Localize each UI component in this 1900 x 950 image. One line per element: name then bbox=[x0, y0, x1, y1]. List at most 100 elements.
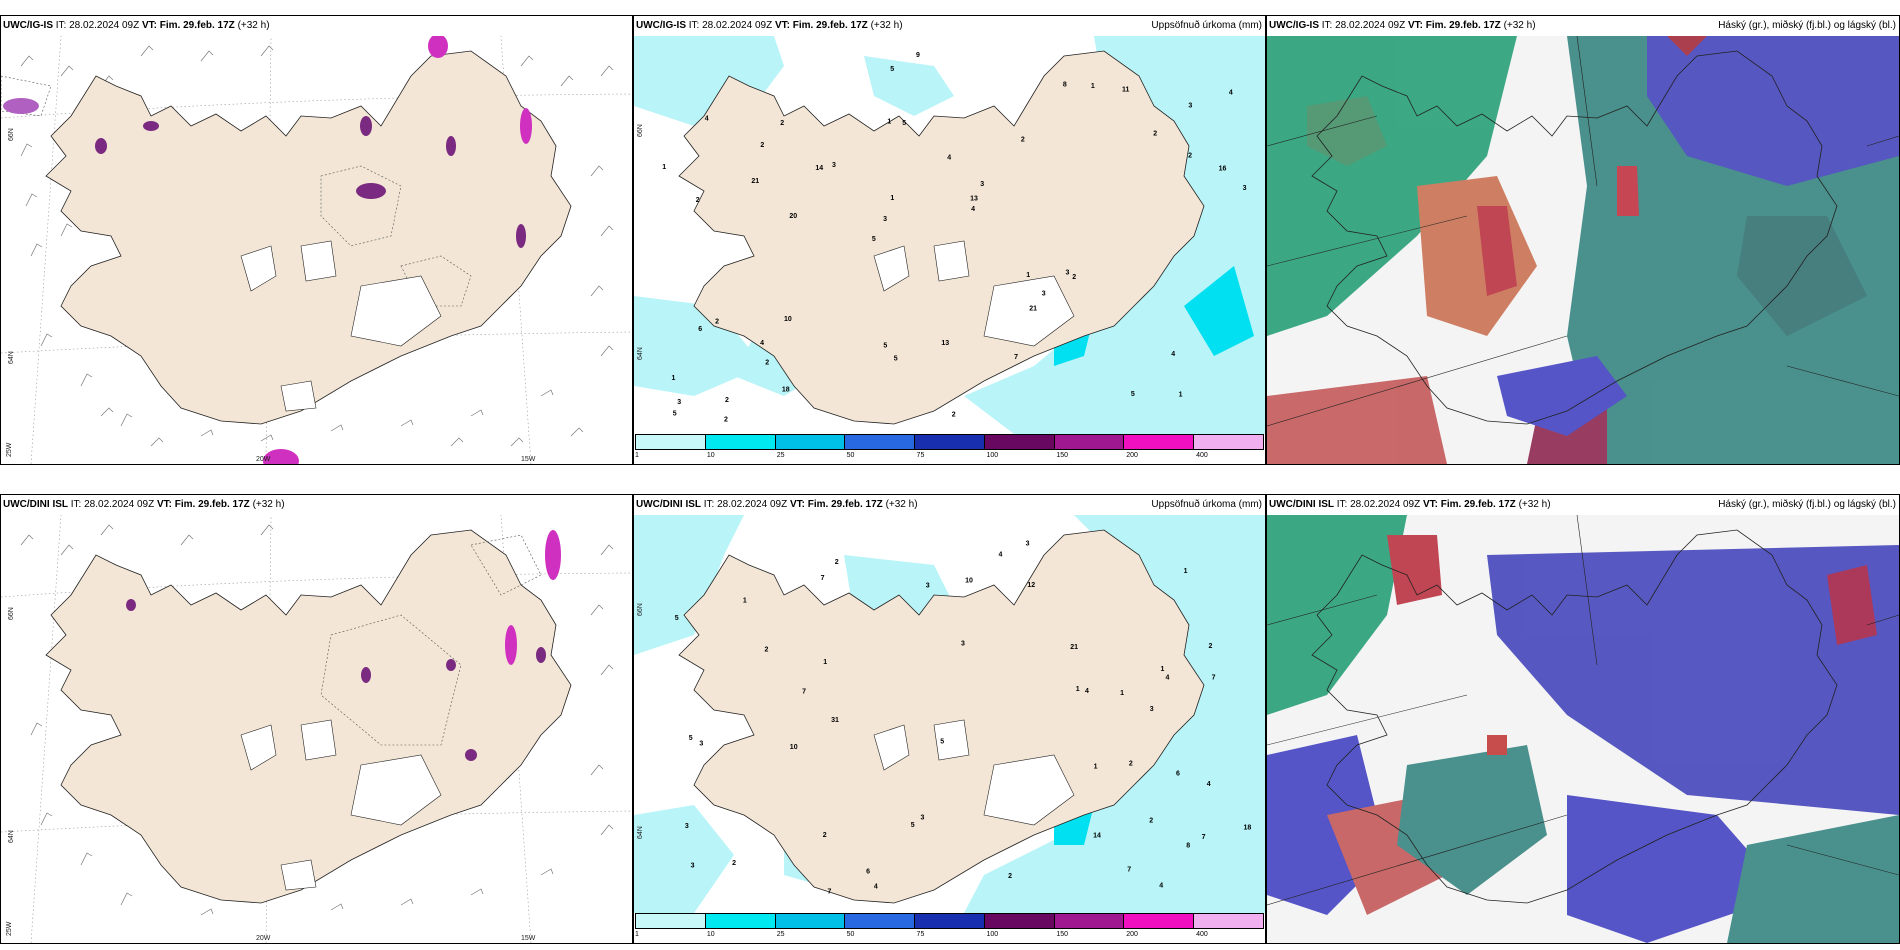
legend-swatch bbox=[1124, 914, 1195, 928]
precip-values: 1235221423125324531235128105432142121181… bbox=[662, 52, 1246, 423]
precip-value: 31 bbox=[831, 717, 839, 724]
precip-value: 10 bbox=[784, 316, 792, 323]
precip-value: 1 bbox=[743, 598, 747, 605]
legend-tick: 400 bbox=[1196, 452, 1208, 459]
cloud-fields bbox=[1267, 36, 1899, 464]
precip-value: 4 bbox=[760, 340, 764, 347]
iceland-outline bbox=[1311, 529, 1838, 904]
precip-map: 66N 64N 22733212127534318734532165412211… bbox=[634, 515, 1265, 913]
precip-value: 2 bbox=[1153, 130, 1157, 137]
precip-value: 1 bbox=[1120, 690, 1124, 697]
precip-value: 5 bbox=[911, 822, 915, 829]
hatch-zones bbox=[320, 534, 542, 746]
panel-title: Háský (gr.), miðský (fj.bl.) og lágský (… bbox=[1718, 499, 1896, 510]
precip-value: 7 bbox=[1212, 674, 1216, 681]
precip-value: 4 bbox=[971, 206, 975, 213]
legend-ticks: 1 10 25 50 75 100 150 200 400 bbox=[635, 452, 1264, 462]
valid-time: Fim. 29.feb. 17Z bbox=[159, 20, 235, 31]
precip-value: 5 bbox=[902, 120, 906, 127]
panel-header: UWC/DINI ISL IT: 28.02.2024 09Z VT: Fim.… bbox=[1267, 495, 1899, 515]
legend-swatch bbox=[845, 435, 916, 449]
precip-value: 5 bbox=[890, 66, 894, 73]
legend-tick: 10 bbox=[706, 452, 715, 459]
precip-value: 2 bbox=[1129, 761, 1133, 768]
precip-value: 9 bbox=[916, 52, 920, 59]
precip-value: 4 bbox=[1207, 781, 1211, 788]
precip-value: 11 bbox=[1122, 86, 1130, 93]
legend-swatch bbox=[636, 914, 706, 928]
precip-map: 66N 64N 12352214231253245312351281054321… bbox=[634, 36, 1265, 434]
valid-time: Fim. 29.feb. 17Z bbox=[1425, 20, 1501, 31]
precip-value: 8 bbox=[1186, 842, 1190, 849]
precip-value: 3 bbox=[921, 815, 925, 822]
panel-header: UWC/IG-IS IT: 28.02.2024 09Z VT: Fim. 29… bbox=[1267, 16, 1899, 36]
precip-value: 7 bbox=[1014, 354, 1018, 361]
precip-value: 3 bbox=[961, 641, 965, 648]
precip-value: 2 bbox=[760, 142, 764, 149]
legend-swatch bbox=[845, 914, 916, 928]
lead-time: (+32 h) bbox=[252, 499, 285, 510]
precip-value: 5 bbox=[940, 738, 944, 745]
legend-swatch bbox=[775, 435, 846, 449]
precip-value: 4 bbox=[1085, 688, 1089, 695]
legend-tick: 10 bbox=[706, 931, 715, 938]
precip-value: 13 bbox=[970, 196, 978, 203]
legend-tick: 200 bbox=[1126, 452, 1138, 459]
precip-value: 5 bbox=[1131, 391, 1135, 398]
lat-label-64: 64N bbox=[8, 351, 15, 364]
legend-tick: 400 bbox=[1196, 931, 1208, 938]
init-time: IT: 28.02.2024 09Z bbox=[1321, 20, 1406, 31]
lon-label-20: 20W bbox=[256, 935, 271, 942]
precip-value: 7 bbox=[802, 689, 806, 696]
snow-cells bbox=[126, 599, 546, 761]
precip-legend: 1 10 25 50 75 100 150 200 400 bbox=[634, 913, 1265, 943]
precip-value: 3 bbox=[699, 740, 703, 747]
legend-swatch bbox=[1124, 435, 1195, 449]
valid-prefix: VT: bbox=[156, 499, 172, 510]
legend-tick: 25 bbox=[776, 452, 785, 459]
precip-value: 12 bbox=[1027, 582, 1035, 589]
panel-wind-top: UWC/IG-IS IT: 28.02.2024 09Z VT: Fim. 29… bbox=[0, 15, 633, 465]
panel-header: UWC/IG-IS IT: 28.02.2024 09Z VT: Fim. 29… bbox=[634, 16, 1265, 36]
precip-value: 5 bbox=[675, 615, 679, 622]
legend-ticks: 1 10 25 50 75 100 150 200 400 bbox=[635, 931, 1264, 941]
precip-value: 2 bbox=[696, 197, 700, 204]
model-name: UWC/IG-IS bbox=[636, 20, 686, 31]
precip-value: 18 bbox=[1244, 824, 1252, 831]
precip-value: 1 bbox=[1161, 666, 1165, 673]
precip-value: 7 bbox=[821, 575, 825, 582]
precip-value: 7 bbox=[1202, 834, 1206, 841]
precip-value: 5 bbox=[689, 735, 693, 742]
precip-value: 2 bbox=[1149, 818, 1153, 825]
precip-legend: 1 10 25 50 75 100 150 200 400 bbox=[634, 434, 1265, 464]
precip-value: 2 bbox=[715, 318, 719, 325]
precip-value: 1 bbox=[887, 119, 891, 126]
panel-header: UWC/DINI ISL IT: 28.02.2024 09Z VT: Fim.… bbox=[1, 495, 632, 515]
precip-value: 2 bbox=[835, 559, 839, 566]
precip-value: 3 bbox=[1066, 269, 1070, 276]
precip-value: 6 bbox=[698, 326, 702, 333]
precip-value: 4 bbox=[1171, 351, 1175, 358]
valid-prefix: VT: bbox=[789, 499, 805, 510]
legend-tick: 50 bbox=[846, 452, 855, 459]
lead-time: (+32 h) bbox=[237, 20, 270, 31]
legend-swatch bbox=[705, 435, 776, 449]
model-name: UWC/IG-IS bbox=[1269, 20, 1319, 31]
precip-value: 1 bbox=[1091, 83, 1095, 90]
legend-tick: 100 bbox=[986, 931, 999, 938]
precip-value: 10 bbox=[965, 578, 973, 585]
precip-value: 2 bbox=[765, 647, 769, 654]
lead-time: (+32 h) bbox=[1503, 20, 1536, 31]
lead-time: (+32 h) bbox=[885, 499, 918, 510]
cloud-map bbox=[1267, 36, 1899, 464]
precip-value: 8 bbox=[1063, 81, 1067, 88]
precip-value: 1 bbox=[662, 164, 666, 171]
valid-time: Fim. 29.feb. 17Z bbox=[174, 499, 250, 510]
lon-label-15: 15W bbox=[521, 935, 536, 942]
precip-value: 3 bbox=[691, 863, 695, 870]
panel-header: UWC/IG-IS IT: 28.02.2024 09Z VT: Fim. 29… bbox=[1, 16, 632, 36]
precip-value: 6 bbox=[1176, 771, 1180, 778]
legend-tick: 100 bbox=[986, 452, 999, 459]
precip-value: 3 bbox=[1150, 706, 1154, 713]
precip-values: 2273321212753431873453216541221181014756… bbox=[675, 540, 1252, 895]
